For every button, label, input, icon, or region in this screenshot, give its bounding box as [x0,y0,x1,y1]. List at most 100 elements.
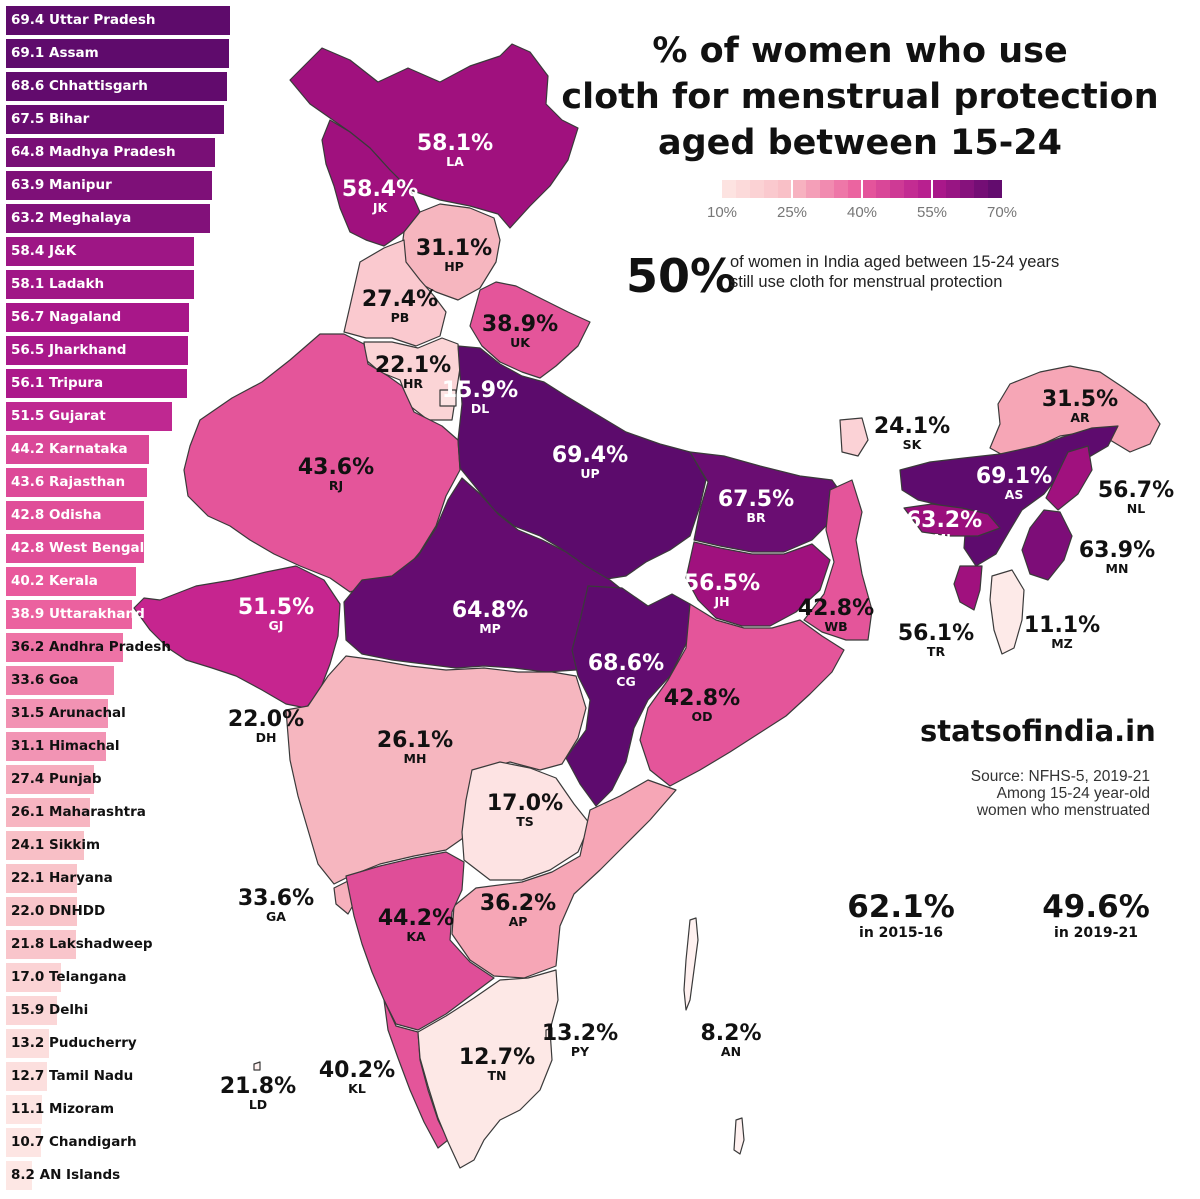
map-value-label: 26.1% [377,728,453,753]
rank-bar [6,369,187,398]
rank-label: 69.4 Uttar Pradesh [11,12,156,28]
rank-label: 42.8 Odisha [11,507,102,523]
state-meghalaya [903,503,1001,537]
headline-line-1: of women in India aged between 15-24 yea… [730,253,1060,271]
rank-row: 12.7 Tamil Nadu [6,1062,246,1091]
source-line-1: Source: NFHS-5, 2019-21 [970,768,1150,785]
state-tamil-nadu [417,969,559,1169]
rank-row: 10.7 Chandigarh [6,1128,246,1157]
rank-bar [6,270,194,299]
rank-row: 33.6 Goa [6,666,246,695]
map-value-label: 58.1% [417,131,493,156]
map-state-code: RJ [329,478,343,493]
state-west-bengal [803,479,873,641]
rank-row: 31.1 Himachal [6,732,246,761]
rank-bar [6,831,84,860]
rank-label: 8.2 AN Islands [11,1167,121,1183]
rank-row: 58.1 Ladakh [6,270,246,299]
map-state-code: KL [348,1081,366,1096]
legend-swatch [918,180,932,198]
map-value-label: 42.8% [798,596,874,621]
rank-label: 24.1 Sikkim [11,837,101,853]
rank-bar [6,39,229,68]
map-value-label: 27.4% [362,287,438,312]
rank-bar [6,6,230,35]
rank-label: 63.2 Meghalaya [11,210,132,226]
map-state-code: WB [824,619,847,634]
rank-label: 44.2 Karnataka [11,441,128,457]
rank-bar [6,105,224,134]
state-andhra-pradesh [451,779,677,979]
map-state-code: CG [616,674,635,689]
rank-row: 31.5 Arunachal [6,699,246,728]
map-state-code: KA [406,929,426,944]
rank-bar [6,930,76,959]
rank-row: 11.1 Mizoram [6,1095,246,1124]
rank-label: 51.5 Gujarat [11,408,106,424]
rank-label: 56.5 Jharkhand [11,342,127,358]
rank-row: 68.6 Chhattisgarh [6,72,246,101]
rank-label: 58.1 Ladakh [11,276,105,292]
map-state-code: MP [479,621,501,636]
rank-label: 67.5 Bihar [11,111,90,127]
legend-swatch [806,180,820,198]
rank-bar [6,699,108,728]
rank-bar [6,1161,32,1190]
rank-bar [6,1095,42,1124]
rank-bar [6,72,227,101]
rank-bar [6,435,149,464]
map-value-label: 31.1% [416,236,492,261]
map-state-code: GA [266,909,286,924]
rank-row: 56.5 Jharkhand [6,336,246,365]
map-state-code: DH [256,730,277,745]
color-legend: 10% 25% 40% 55% 70% [707,180,1017,226]
map-state-code: LA [446,154,464,169]
map-value-label: 69.4% [552,443,628,468]
rank-row: 22.1 Haryana [6,864,246,893]
title-line-3: aged between 15-24 [657,123,1063,163]
map-value-label: 68.6% [588,651,664,676]
rank-label: 21.8 Lakshadweep [11,936,153,952]
map-state-code: DL [471,401,489,416]
state-delhi [439,389,457,407]
state-telangana [461,761,591,881]
map-state-code: JK [372,200,389,215]
rank-label: 63.9 Manipur [11,177,112,193]
legend-swatch [960,180,974,198]
map-state-code: AR [1070,410,1090,425]
rank-label: 17.0 Telangana [11,969,127,985]
map-state-code: AS [1005,487,1024,502]
map-state-code: GJ [269,618,284,633]
legend-swatch [862,180,876,198]
map-state-code: AN [721,1044,741,1059]
legend-swatch [946,180,960,198]
rank-row: 69.4 Uttar Pradesh [6,6,246,35]
legend-swatch [764,180,778,198]
map-value-label: 43.6% [298,455,374,480]
rank-bar [6,1029,49,1058]
legend-tick-label: 10% [706,204,738,221]
rank-bar [6,996,57,1025]
map-value-label: 38.9% [482,312,558,337]
map-state-code: AP [509,914,528,929]
title-line-1: % of women who use [652,31,1068,71]
map-value-label: 63.2% [906,508,982,533]
rank-label: 43.6 Rajasthan [11,474,126,490]
headline-text: of women in India aged between 15-24 yea… [730,252,1150,292]
rank-row: 24.1 Sikkim [6,831,246,860]
state-nagaland [1045,445,1093,511]
state-maharashtra [285,655,587,885]
rank-label: 33.6 Goa [11,672,79,688]
chart-title: % of women who use cloth for menstrual p… [560,28,1160,166]
rank-label: 68.6 Chhattisgarh [11,78,148,94]
rank-bar [6,600,132,629]
state-odisha [639,603,845,787]
state-sikkim [839,417,869,457]
map-state-code: NL [1127,501,1145,516]
legend-separator [861,180,863,198]
rank-row: 43.6 Rajasthan [6,468,246,497]
map-labels: 58.1%LA 58.4%JK 31.1%HP 27.4%PB 38.9%UK 22.1%… [220,131,1174,1112]
rank-row: 56.1 Tripura [6,369,246,398]
legend-swatch [904,180,918,198]
comparison-value: 62.1% [847,889,955,925]
